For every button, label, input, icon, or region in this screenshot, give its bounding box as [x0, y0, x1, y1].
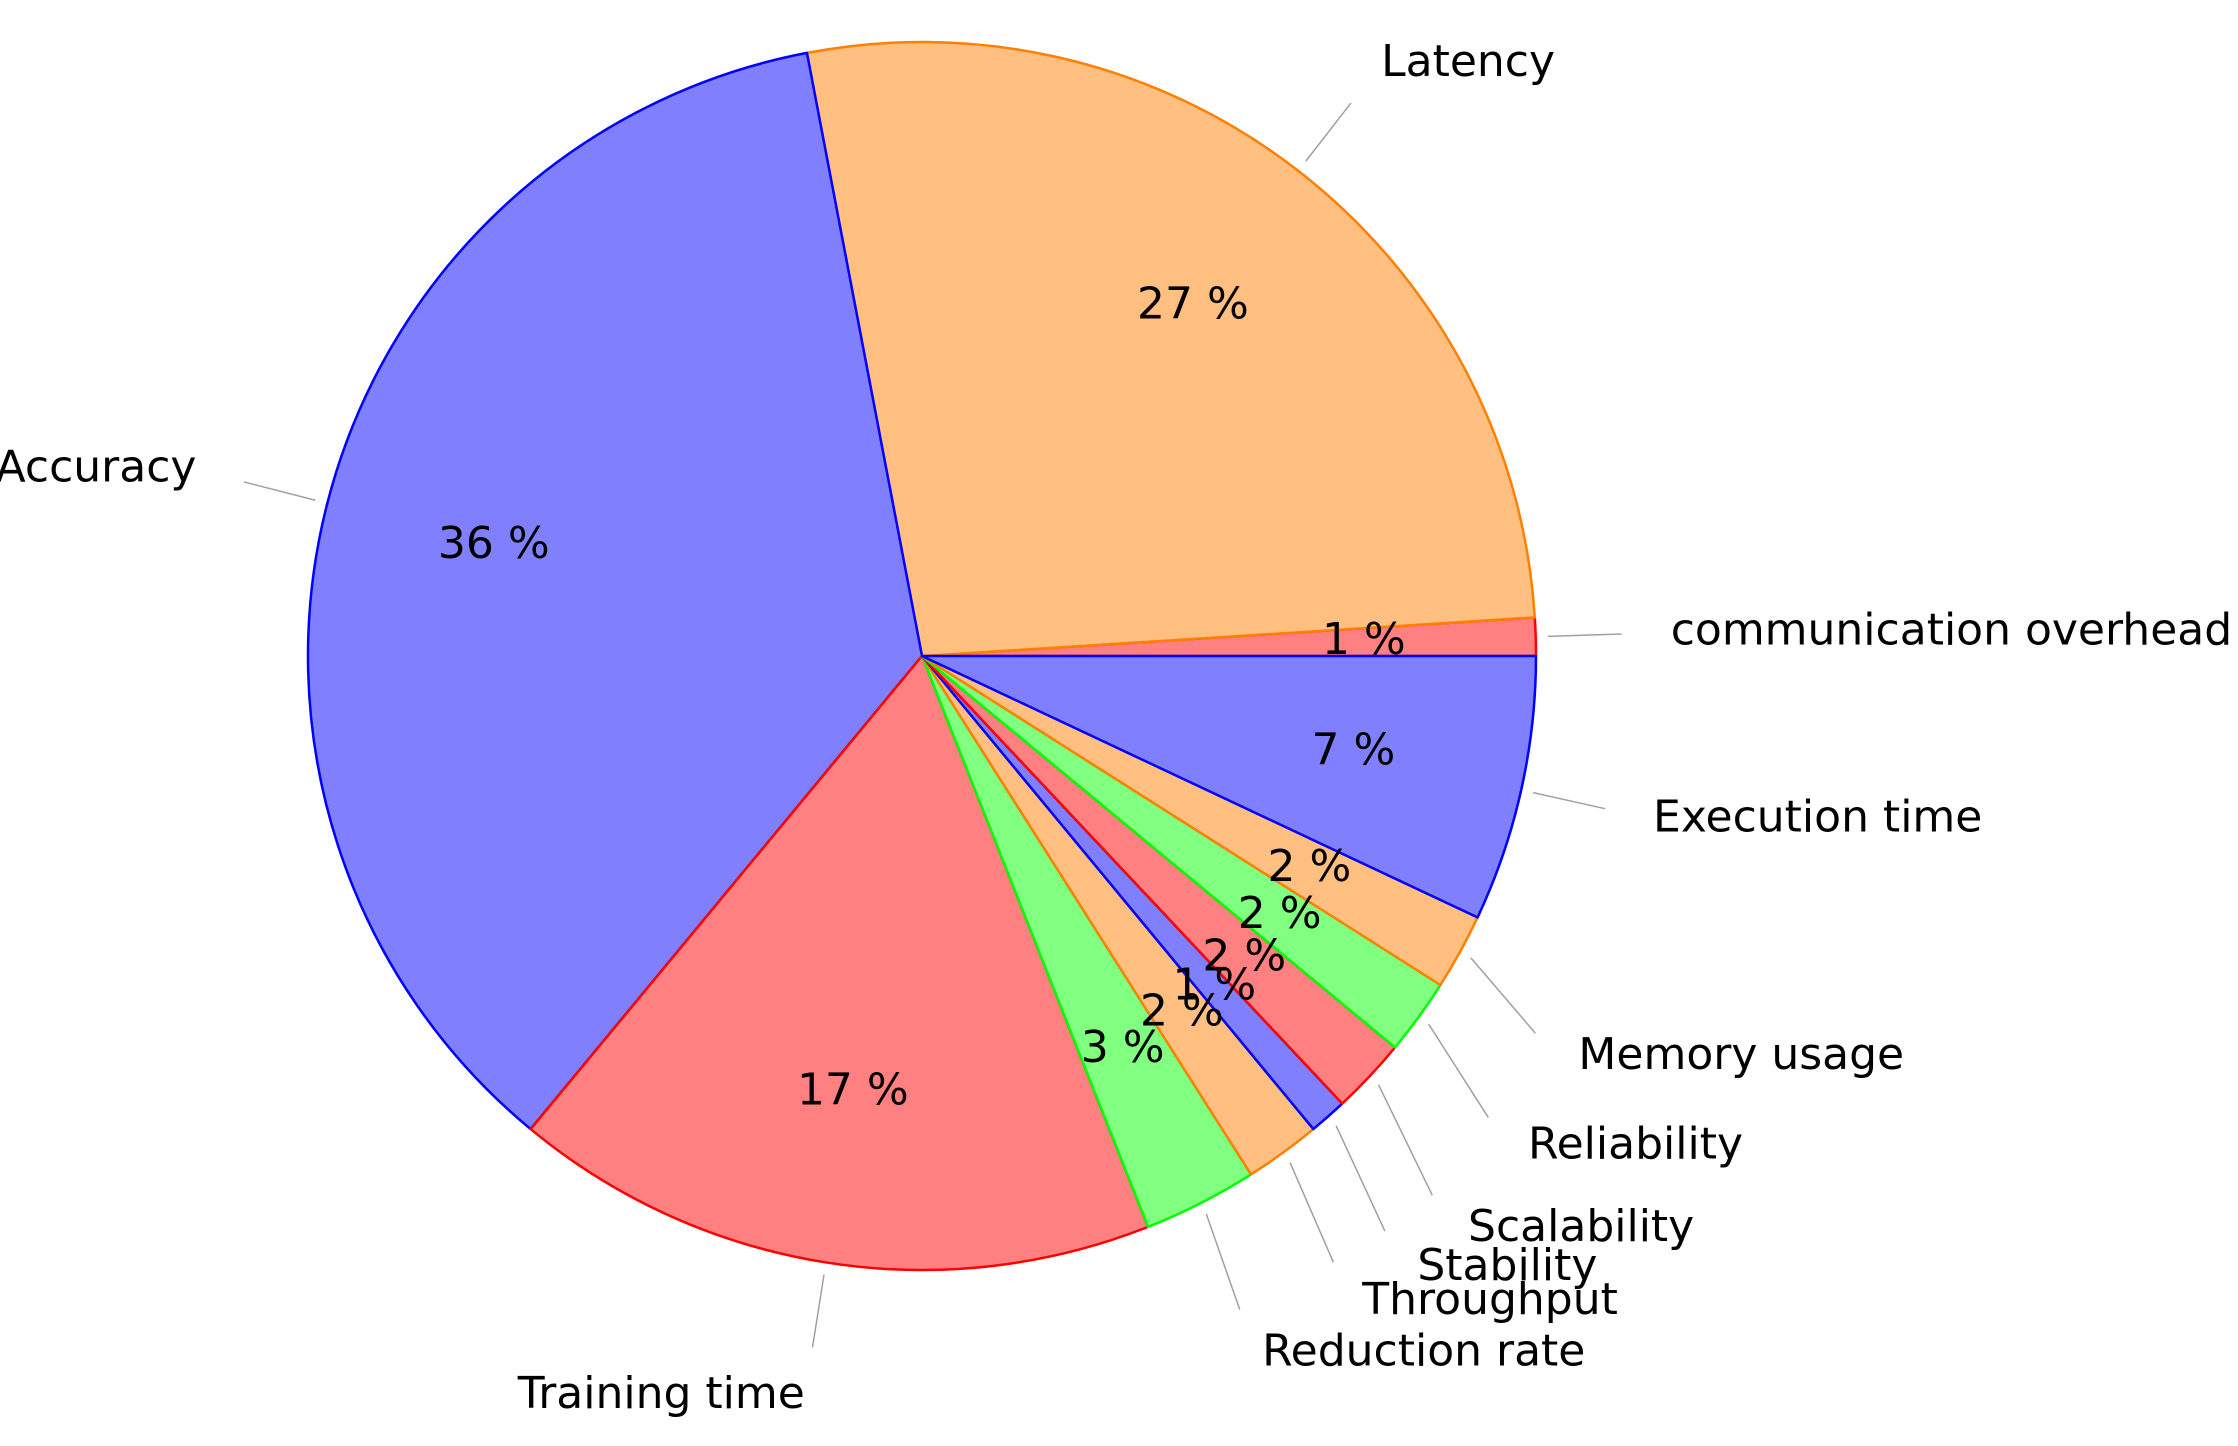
pie-leader-line-stability [1335, 1125, 1386, 1232]
pie-category-label-communication-overhead: communication overhead [1671, 604, 2232, 655]
pie-category-labels: communication overhead Latency Accuracy Tra… [0, 36, 2232, 1419]
pie-category-label-reduction-rate: Reduction rate [1262, 1325, 1585, 1376]
pie-category-label-scalability: Scalability [1468, 1201, 1694, 1252]
pie-slice-training-time [529, 654, 1150, 1272]
pie-leader-line-memory-usage [1470, 957, 1536, 1034]
pie-percent-label-latency: 27 % [1137, 279, 1249, 330]
pie-slice-accuracy [306, 51, 924, 1131]
pie-percent-label-throughput: 2 % [1140, 986, 1224, 1037]
pie-leader-line-training-time [811, 1274, 825, 1348]
pie-percent-label-training-time: 17 % [797, 1065, 909, 1116]
pie-leader-line-scalability [1377, 1084, 1433, 1196]
pie-leader-line-communication-overhead [1547, 633, 1622, 638]
pie-category-label-execution-time: Execution time [1653, 791, 1982, 842]
pie-leader-lines [243, 102, 1622, 1348]
pie-percent-label-scalability: 2 % [1202, 931, 1286, 982]
pie-category-label-memory-usage: Memory usage [1578, 1029, 1904, 1080]
pie-percent-label-reliability: 2 % [1238, 888, 1322, 939]
pie-category-label-stability: Stability [1417, 1240, 1597, 1291]
pie-leader-line-accuracy [243, 481, 316, 501]
pie-percent-label-memory-usage: 2 % [1267, 841, 1351, 892]
pie-leader-line-execution-time [1533, 791, 1606, 810]
pie-slices [306, 40, 1538, 1272]
pie-category-label-accuracy: Accuracy [0, 442, 196, 493]
pie-category-label-reliability: Reliability [1528, 1118, 1743, 1169]
pie-percent-label-communication-overhead: 1 % [1322, 614, 1406, 665]
pie-leader-line-reduction-rate [1205, 1213, 1241, 1310]
pie-category-label-throughput: Throughput [1361, 1274, 1618, 1325]
pie-percent-labels: 1 %27 %36 %17 %3 %2 %1 %2 %2 %2 %7 % [438, 279, 1406, 1116]
pie-leader-line-latency [1305, 102, 1352, 162]
pie-leader-line-reliability [1428, 1023, 1489, 1118]
pie-slice-latency [805, 40, 1537, 658]
pie-category-label-latency: Latency [1381, 36, 1555, 87]
pie-percent-label-execution-time: 7 % [1312, 724, 1396, 775]
pie-leader-line-throughput [1289, 1162, 1335, 1263]
pie-percent-label-reduction-rate: 3 % [1081, 1022, 1165, 1073]
pie-slice-execution-time [920, 654, 1538, 919]
pie-category-label-training-time: Training time [517, 1368, 805, 1419]
pie-percent-label-stability: 1 % [1172, 960, 1256, 1011]
pie-percent-label-accuracy: 36 % [438, 518, 550, 569]
